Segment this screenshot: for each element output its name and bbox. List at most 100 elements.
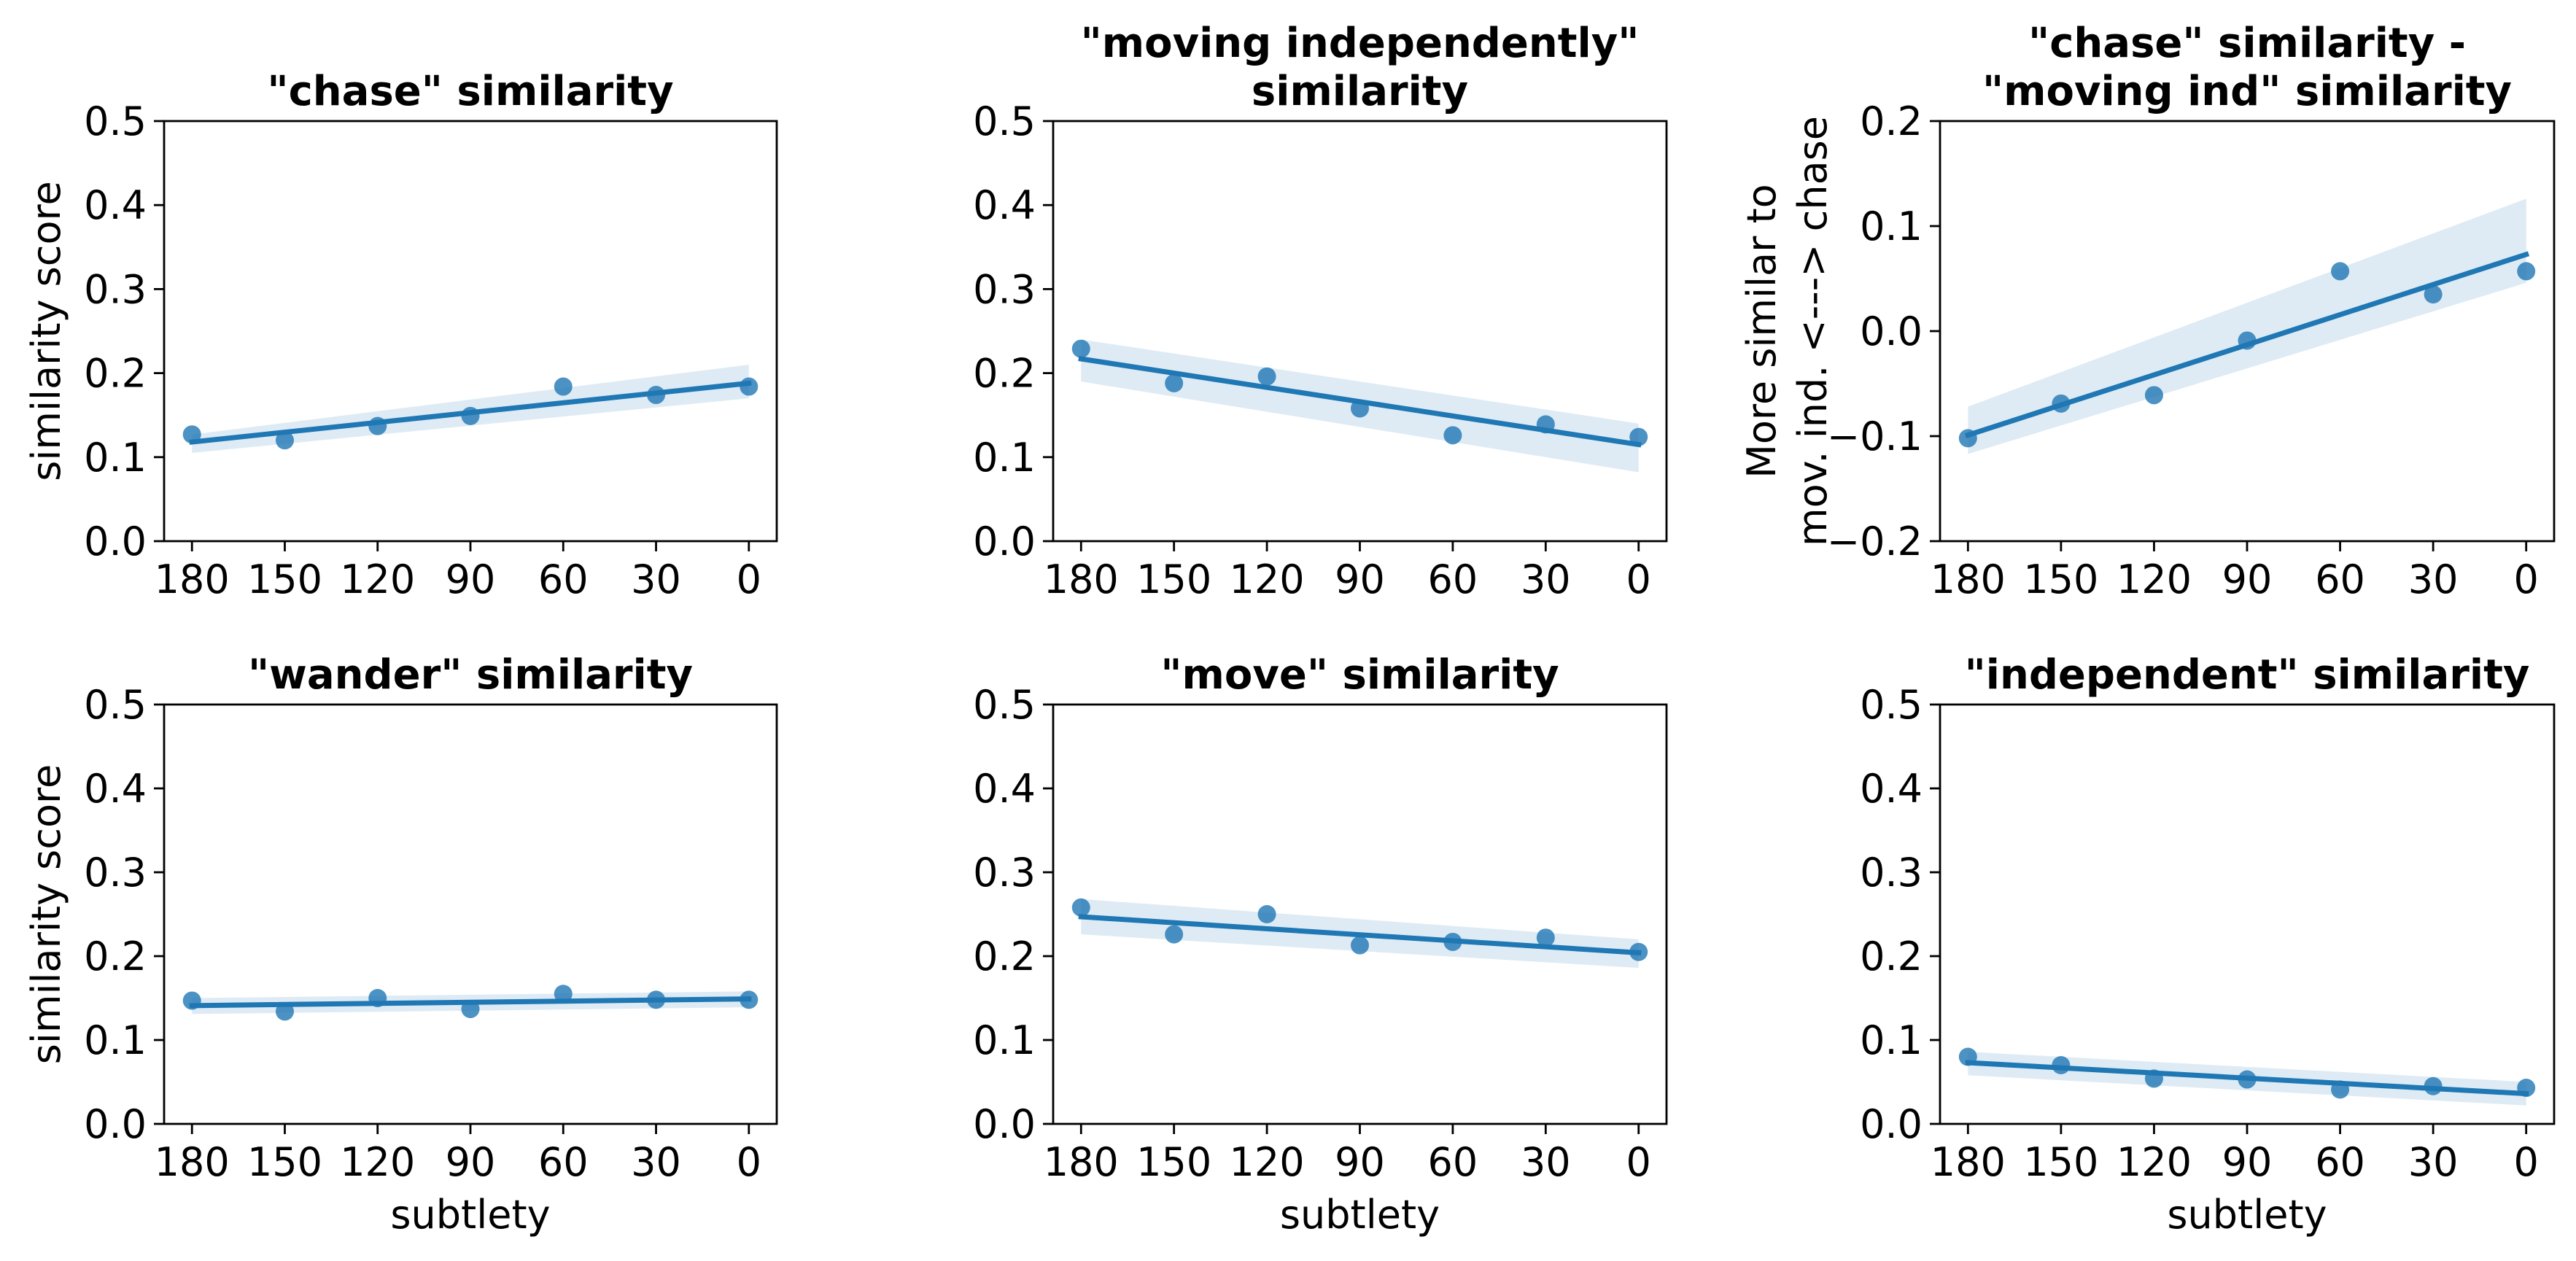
x-tick-label: 150 [1136,556,1211,602]
x-tick-label: 120 [1230,1139,1305,1185]
data-point [2517,262,2536,281]
x-tick-label: 90 [2222,1139,2273,1185]
x-axis-label: subtlety [2167,1192,2327,1238]
x-tick-label: 30 [1521,1139,1571,1185]
y-tick-label: 0.4 [84,766,147,812]
x-tick-label: 150 [2023,556,2098,602]
data-point [740,377,759,396]
x-tick-label: 90 [446,556,496,602]
y-tick-label: 0.0 [84,1101,147,1147]
y-tick-label: 0.4 [973,182,1036,228]
x-tick-label: 60 [1428,556,1478,602]
regression-line [1078,914,1642,956]
x-tick-label: 0 [2514,556,2539,602]
chart-title: "moving ind" similarity [1982,68,2512,115]
x-tick-label: 30 [2408,1139,2459,1185]
regression-line [1965,1060,2529,1097]
data-point [275,431,294,450]
chart-title: "chase" similarity - [2028,20,2466,67]
x-tick-label: 150 [2023,1139,2098,1185]
y-tick-label: 0.5 [973,98,1036,144]
y-tick-label: 0.3 [84,266,147,312]
regression-line [189,380,752,445]
x-tick-label: 90 [1335,556,1385,602]
y-tick-label: 0.5 [1860,682,1923,728]
subplot-2: 0.0 0.1 0.2 0.3 0.4 0.5 180 150 120 90 60 30 0 "movin… [973,20,1668,602]
x-tick-label: 120 [2117,1139,2192,1185]
data-point [2331,262,2350,281]
y-axis-label: similarity score [23,181,69,481]
y-tick-label: 0.2 [973,351,1036,397]
data-point [1071,898,1090,917]
data-point [1165,925,1184,944]
axes-frame [163,120,778,543]
y-tick-label: 0.3 [84,850,147,896]
y-tick-label: 0.1 [84,1017,147,1063]
x-tick-label: 0 [2514,1139,2539,1185]
confidence-band [1968,198,2526,454]
x-tick-label: 90 [2222,556,2273,602]
y-tick-label: 0.5 [84,682,147,728]
y-tick-label: 0.0 [973,1101,1036,1147]
x-tick-label: 120 [340,556,415,602]
x-tick-label: 30 [631,1139,681,1185]
regression-line [189,996,752,1009]
x-tick-label: 0 [1626,1139,1651,1185]
y-tick-label: −0.2 [1827,519,1923,564]
data-point [2424,285,2443,304]
y-tick-label: 0.1 [1860,1017,1923,1063]
x-tick-label: 0 [1626,556,1651,602]
chart-title: similarity [1252,68,1468,115]
x-tick-label: 180 [1931,556,2006,602]
chart-title: "moving independently" [1081,20,1640,67]
data-point [554,377,573,396]
data-point [1536,928,1555,947]
x-axis-label: subtlety [1280,1192,1440,1238]
x-tick-label: 60 [538,556,589,602]
y-tick-label: 0.1 [973,435,1036,481]
regression-line [1078,356,1642,448]
data-point [1165,373,1184,392]
x-tick-label: 60 [538,1139,589,1185]
chart-title: "wander" similarity [248,651,693,699]
y-tick-label: 0.0 [1860,309,1923,354]
chart-title: "move" similarity [1160,651,1559,699]
y-tick-label: 0.5 [973,682,1036,728]
subplot-6: 0.0 0.1 0.2 0.3 0.4 0.5 180 150 120 90 60 30 0 "indep… [1860,651,2556,1238]
axes-frame [1052,120,1668,543]
data-point [1257,905,1276,923]
x-tick-label: 150 [247,556,322,602]
data-point [2144,386,2163,405]
y-tick-label: 0.1 [1860,203,1923,249]
x-tick-label: 30 [1521,556,1571,602]
data-point [1071,339,1090,358]
subplot-3: −0.2 −0.1 0.0 0.1 0.2 180 150 120 90 60 30 0 "chase"… [1739,20,2556,602]
y-tick-label: 0.3 [1860,850,1923,896]
x-tick-label: 120 [340,1139,415,1185]
axes-frame [163,703,778,1125]
y-tick-label: 0.2 [973,934,1036,979]
data-point [554,985,573,1004]
x-tick-label: 0 [737,1139,761,1185]
y-tick-label: 0.1 [973,1017,1036,1063]
y-axis-label: More similar to [1739,184,1785,478]
chart-title: "chase" similarity [267,68,673,115]
x-tick-label: 90 [446,1139,496,1185]
y-tick-label: 0.3 [973,266,1036,312]
y-tick-label: 0.3 [973,850,1036,896]
subplot-1: 0.0 0.1 0.2 0.3 0.4 0.5 180 150 120 90 60 30 0 "chase… [23,68,778,602]
y-tick-label: 0.4 [973,766,1036,812]
y-tick-label: 0.4 [84,182,147,228]
y-tick-label: −0.1 [1827,414,1923,459]
regression-line [1964,251,2530,438]
x-tick-label: 120 [1230,556,1305,602]
data-point [1351,936,1369,955]
x-tick-label: 180 [1931,1139,2006,1185]
x-tick-label: 90 [1335,1139,1385,1185]
y-tick-label: 0.0 [973,519,1036,564]
x-tick-label: 180 [155,556,230,602]
y-tick-label: 0.2 [1860,98,1923,144]
data-point [1257,367,1276,386]
x-tick-label: 180 [1044,556,1119,602]
